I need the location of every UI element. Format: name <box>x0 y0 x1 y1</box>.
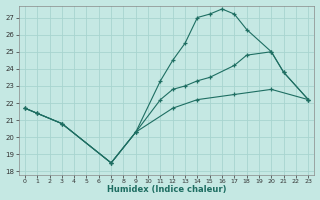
X-axis label: Humidex (Indice chaleur): Humidex (Indice chaleur) <box>107 185 226 194</box>
